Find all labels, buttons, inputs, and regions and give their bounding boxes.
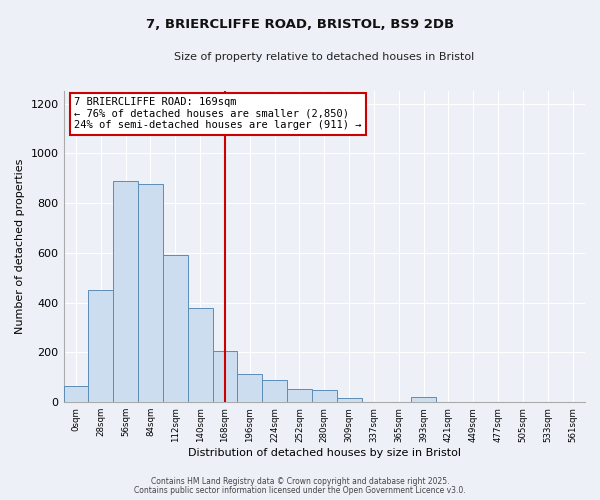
Bar (64, 386, 88, 402)
X-axis label: Distribution of detached houses by size in Bristol: Distribution of detached houses by size … (188, 448, 461, 458)
Text: Contains HM Land Registry data © Crown copyright and database right 2025.: Contains HM Land Registry data © Crown c… (151, 477, 449, 486)
Bar (337, 398, 362, 402)
Bar (238, 374, 262, 402)
Text: 7 BRIERCLIFFE ROAD: 169sqm
← 76% of detached houses are smaller (2,850)
24% of s: 7 BRIERCLIFFE ROAD: 169sqm ← 76% of deta… (74, 98, 361, 130)
Bar (212, 351, 238, 402)
Text: 7, BRIERCLIFFE ROAD, BRISTOL, BS9 2DB: 7, BRIERCLIFFE ROAD, BRISTOL, BS9 2DB (146, 18, 454, 30)
Bar (411, 397, 436, 402)
Bar (138, 184, 163, 402)
Bar (287, 388, 312, 402)
Bar (113, 180, 138, 402)
Bar (312, 390, 337, 402)
Bar (88, 290, 113, 402)
Bar (262, 380, 287, 402)
Bar (188, 308, 212, 402)
Title: Size of property relative to detached houses in Bristol: Size of property relative to detached ho… (174, 52, 475, 62)
Text: Contains public sector information licensed under the Open Government Licence v3: Contains public sector information licen… (134, 486, 466, 495)
Bar (163, 256, 188, 402)
Y-axis label: Number of detached properties: Number of detached properties (15, 159, 25, 334)
